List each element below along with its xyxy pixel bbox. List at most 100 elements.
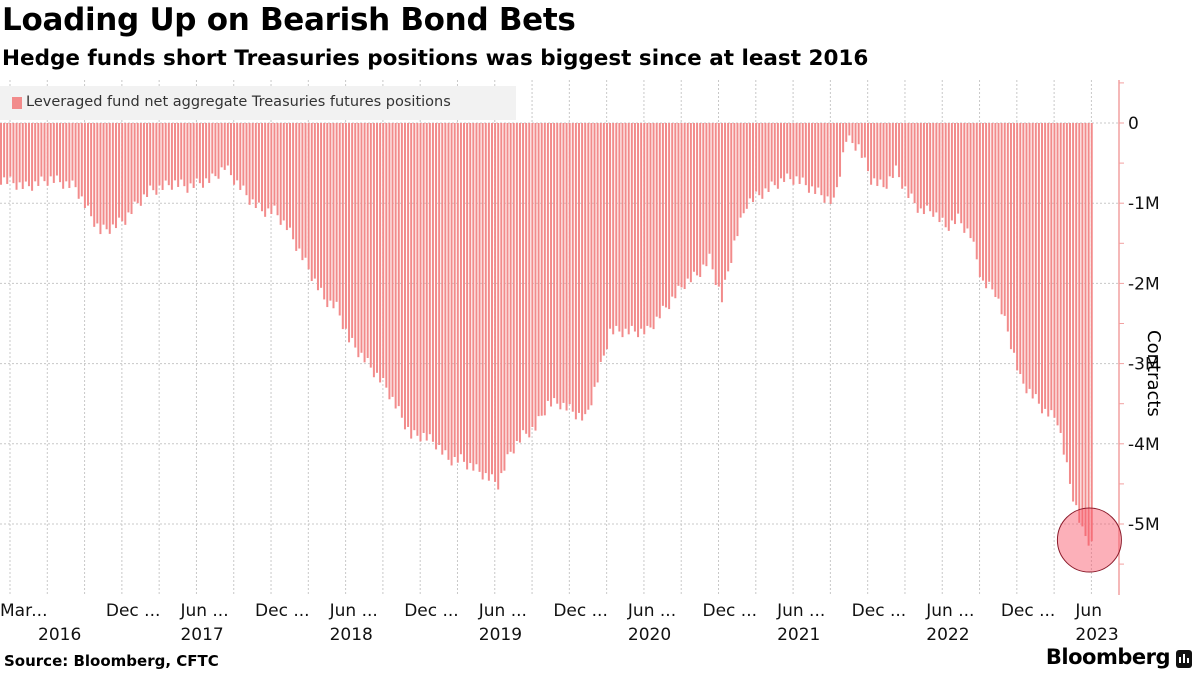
bar [43,123,46,182]
bar [910,123,913,194]
bar [720,123,723,303]
bar [885,123,888,189]
bar [550,123,553,407]
bar [587,123,590,410]
bar [630,123,633,326]
bar [755,123,758,192]
bar [379,123,382,383]
bar [596,123,599,383]
bar [658,123,661,319]
bar [969,123,972,239]
bar [568,123,571,405]
x-tick-year: 2020 [628,625,671,640]
bar [963,123,966,233]
bar [835,123,838,188]
bar [649,123,652,328]
bar [537,123,540,417]
bar [310,123,313,281]
bar [972,123,975,242]
bar [444,123,447,451]
bar [879,123,882,180]
bar [745,123,748,209]
bar [811,123,814,187]
bar [239,123,242,190]
bar [201,123,204,188]
bar [699,123,702,277]
bar [935,123,938,213]
bar [876,123,879,186]
bar [198,123,201,184]
bar [652,123,655,330]
bar [705,123,708,267]
x-tick-label: Dec ... [553,601,608,621]
bar [363,123,366,363]
bar [68,123,71,188]
bar [435,123,438,450]
bar [1072,123,1075,502]
bar [1016,123,1019,371]
bar [469,123,472,464]
bar [748,123,751,199]
bar [929,123,932,212]
x-tick-year: 2017 [180,625,223,640]
bar [40,123,43,177]
bar [907,123,910,198]
bar [938,123,941,223]
x-tick-label: Jun ... [925,601,974,621]
bar [139,123,142,206]
x-tick-label: Dec ... [1001,601,1056,621]
x-tick-label: Jun ... [776,601,825,621]
bar [776,123,779,189]
bar [954,123,957,225]
bar [174,123,177,181]
bar [208,123,211,183]
bar [792,123,795,185]
bar [546,123,549,401]
bar [1065,123,1068,463]
bar [127,123,130,213]
bar [686,123,689,279]
bar [1056,123,1059,426]
bar [62,123,65,189]
bar [882,123,885,188]
bar [1041,123,1044,414]
bar [1075,123,1078,506]
bloomberg-logo: Bloomberg [1045,645,1171,669]
y-tick-label: -3M [1128,355,1160,375]
bar [593,123,596,387]
bar [957,123,960,214]
legend: Leveraged fund net aggregate Treasuries … [0,86,516,120]
bar [27,123,30,187]
bar [397,123,400,407]
bar [913,123,916,204]
x-tick-label: Dec ... [106,601,161,621]
bar [226,123,229,166]
bar [422,123,425,433]
highlight-circle [1056,507,1122,573]
x-tick-label: Jun ... [179,601,228,621]
y-tick-label: -1M [1128,194,1160,214]
bar [609,123,612,329]
bar [985,123,988,289]
bar [6,123,9,184]
bar [161,123,164,190]
bar [717,123,720,287]
bar [770,123,773,182]
bar [425,123,428,441]
bar [668,123,671,310]
bar [1031,123,1034,399]
bar [845,123,848,142]
bar [121,123,124,222]
bar [590,123,593,406]
bar [801,123,804,178]
bar [1028,123,1031,389]
y-axis-label: Contracts [1143,330,1164,417]
bar [158,123,161,186]
bar [407,123,410,427]
bar [761,123,764,199]
bar [661,123,664,306]
x-tick-label: Dec ... [404,601,459,621]
bar [842,123,845,153]
bar [3,123,6,178]
bar [261,123,264,212]
